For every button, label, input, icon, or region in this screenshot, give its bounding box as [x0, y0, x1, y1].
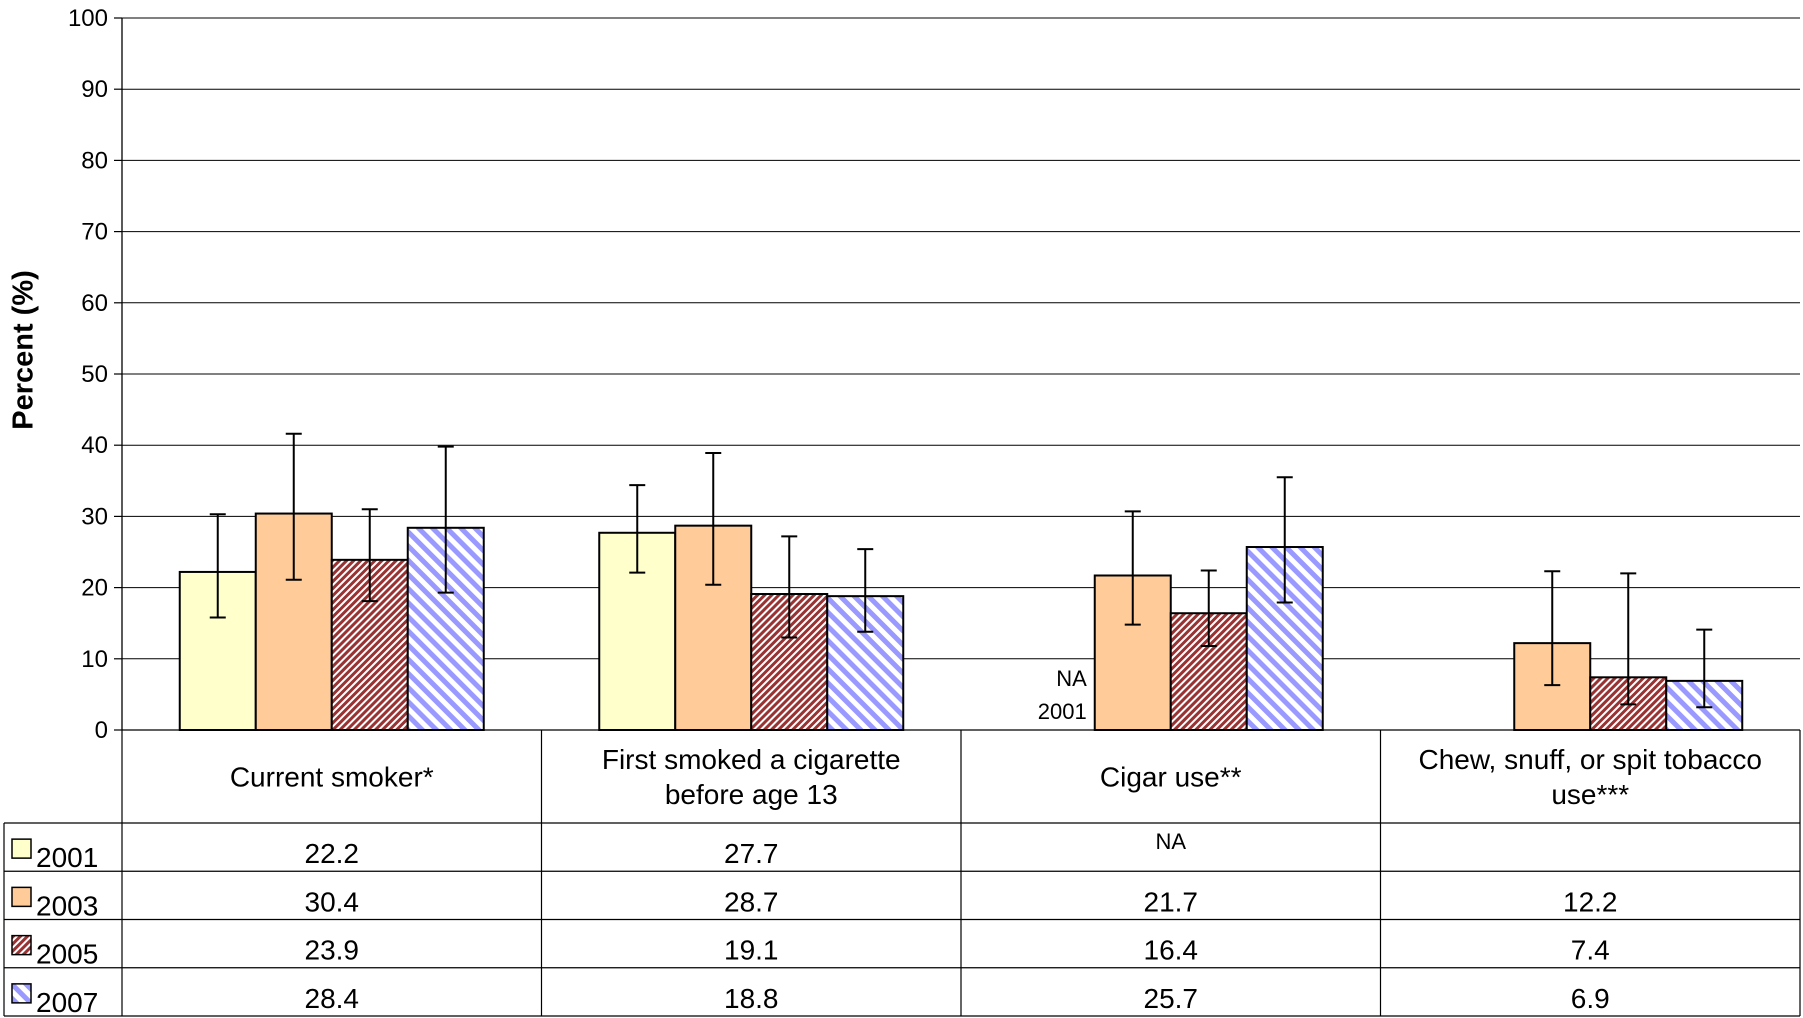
- legend-key-2007: [11, 983, 32, 1004]
- category-label: use***: [1551, 779, 1629, 810]
- annotation-text: 2001: [1038, 699, 1087, 724]
- y-tick-label: 0: [95, 717, 108, 744]
- error-bars: [209, 432, 1713, 709]
- y-axis-title: Percent (%): [7, 270, 40, 430]
- table-value: 30.4: [305, 886, 360, 917]
- y-tick-label: 10: [81, 646, 108, 673]
- table-value: 22.2: [305, 838, 360, 869]
- category-label: before age 13: [665, 779, 838, 810]
- annotation-text: NA: [1056, 666, 1087, 691]
- annotations: NA 2001: [1038, 666, 1087, 724]
- y-tick-label: 60: [81, 290, 108, 317]
- legend-key-2005: [11, 934, 32, 956]
- table-value: 6.9: [1571, 983, 1610, 1014]
- table-value: 23.9: [305, 935, 360, 966]
- legend-label: 2001: [36, 842, 98, 873]
- legend-label: 2003: [36, 890, 98, 921]
- category-label: First smoked a cigarette: [602, 744, 901, 775]
- legend-label: 2005: [36, 939, 98, 970]
- category-label: Cigar use**: [1100, 762, 1242, 793]
- table-value: 12.2: [1563, 886, 1618, 917]
- table-value: 28.7: [724, 886, 779, 917]
- table-value: 28.4: [305, 983, 360, 1014]
- y-tick-label: 20: [81, 575, 108, 602]
- legend-key-2003: [11, 886, 32, 908]
- table-value: NA: [1155, 829, 1186, 854]
- table-value: 21.7: [1144, 886, 1199, 917]
- table-value: 16.4: [1144, 935, 1199, 966]
- table-value: 27.7: [724, 838, 779, 869]
- legend-label: 2007: [36, 987, 98, 1018]
- table-value: 18.8: [724, 983, 779, 1014]
- category-label: Current smoker*: [230, 762, 434, 793]
- table-value: 7.4: [1571, 935, 1610, 966]
- y-tick-label: 50: [81, 361, 108, 388]
- y-tick-label: 100: [68, 5, 108, 32]
- y-tick-label: 80: [81, 147, 108, 174]
- bars: [178, 512, 1744, 732]
- table-value: 19.1: [724, 935, 779, 966]
- table-value: 25.7: [1144, 983, 1199, 1014]
- y-tick-label: 70: [81, 219, 108, 246]
- legend-key-2001: [11, 838, 32, 859]
- y-tick-label: 90: [81, 76, 108, 103]
- y-tick-label: 40: [81, 432, 108, 459]
- y-axis-title-box: Percent (%): [4, 160, 44, 540]
- category-label: Chew, snuff, or spit tobacco: [1419, 744, 1762, 775]
- y-tick-label: 30: [81, 503, 108, 530]
- data-table: Current smoker* First smoked a cigarette b…: [3, 730, 1801, 1018]
